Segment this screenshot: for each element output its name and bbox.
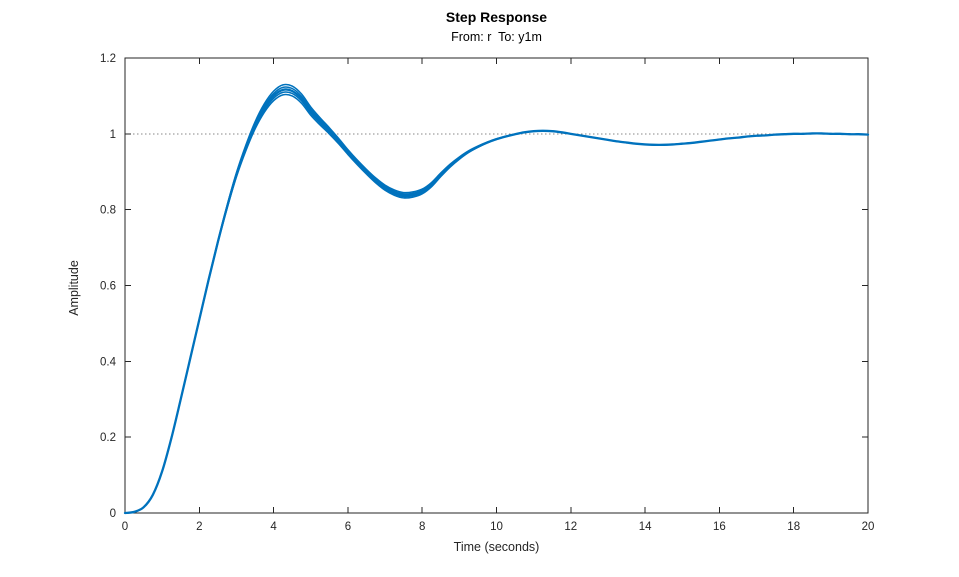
y-tick-label: 0.6 <box>100 281 116 293</box>
response-curve-band <box>124 86 869 514</box>
response-curve-band <box>124 83 869 514</box>
plot-subtitle: From: r To: y1m <box>451 30 542 44</box>
y-tick-label: 0.8 <box>100 205 116 217</box>
response-curve-band <box>124 93 869 514</box>
y-axis-label: Amplitude <box>67 260 81 316</box>
x-axis-label: Time (seconds) <box>453 540 540 554</box>
x-tick-label: 12 <box>564 521 577 533</box>
x-tick-label: 6 <box>345 521 351 533</box>
y-tick-label: 1 <box>110 129 116 141</box>
y-tick-label: 0.2 <box>100 432 116 444</box>
y-tick-label: 0.4 <box>100 356 117 368</box>
y-tick-label: 1.2 <box>100 53 116 65</box>
x-tick-label: 0 <box>122 521 128 533</box>
y-tick-label: 0 <box>110 508 116 520</box>
response-curve <box>123 88 870 515</box>
x-tick-label: 10 <box>490 521 503 533</box>
x-tick-label: 18 <box>787 521 800 533</box>
x-tick-label: 4 <box>270 521 277 533</box>
plot-title: Step Response <box>445 9 548 25</box>
axes-box <box>124 57 869 514</box>
x-tick-label: 20 <box>862 521 875 533</box>
x-tick-label: 2 <box>196 521 202 533</box>
x-tick-label: 14 <box>639 521 652 533</box>
x-tick-label: 16 <box>713 521 726 533</box>
response-curve-band <box>124 91 869 514</box>
x-tick-label: 8 <box>419 521 425 533</box>
